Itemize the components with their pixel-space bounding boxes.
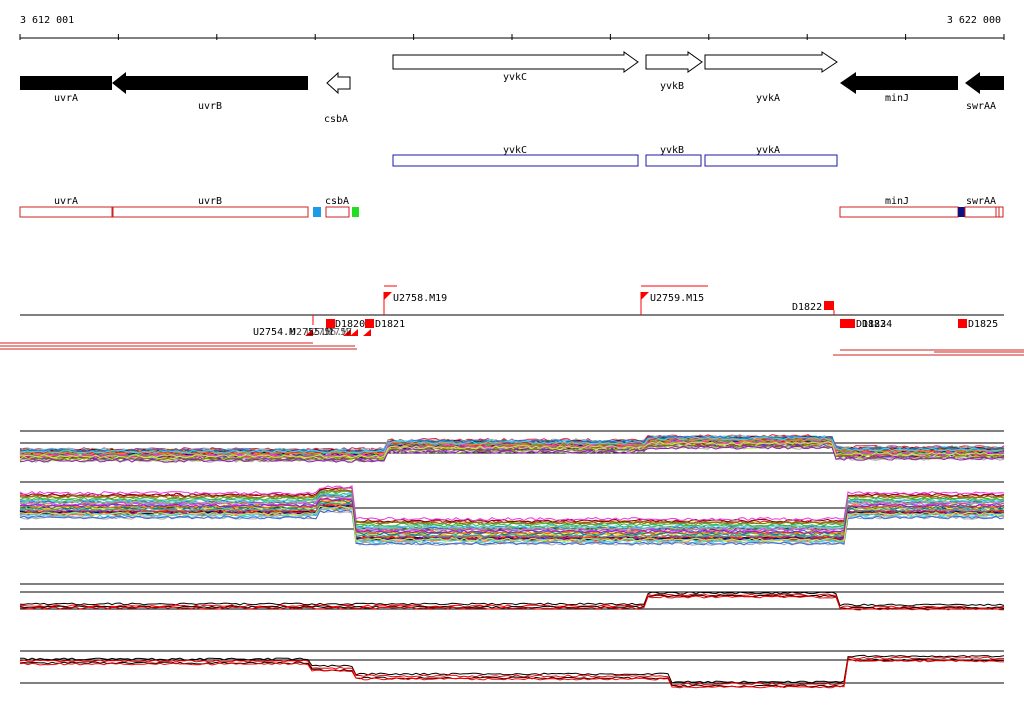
minus-transcript-label-uvrA: uvrA [54,196,78,207]
expression-profiles-plus [19,434,1005,463]
minus-transcript-csbA[interactable]: csbA [325,196,350,218]
up-site-U2759[interactable]: U2759.M15 [640,285,708,315]
gene-label-yvkB: yvkB [660,81,684,92]
navy-marker [958,207,965,217]
gene-label-csbA: csbA [324,114,348,125]
plus-transcript-yvkA[interactable]: yvkA [704,145,838,167]
plus-transcript-yvkC[interactable]: yvkC [392,145,639,167]
svg-text:U2755.M: U2755.M [290,327,332,338]
plus-transcript-yvkB[interactable]: yvkB [645,145,702,167]
expression-panel-3 [19,583,1005,611]
minus-transcript-uvrB[interactable]: uvrB [112,196,309,218]
summary-line [19,595,1004,611]
down-site-label-D1822: D1822 [792,302,822,313]
profile-line [19,502,1005,538]
profile-line [19,441,1005,459]
down-site-D1822[interactable]: D1822 [792,301,835,315]
coordinate-ruler: 3 612 001 3 622 000 [19,15,1005,40]
plus-strand-transcript-track: yvkC yvkB yvkA [392,145,838,167]
blue-marker [313,207,321,217]
gene-uvrA[interactable]: uvrA [20,76,112,104]
start-coordinate: 3 612 001 [20,15,74,26]
gene-yvkA[interactable]: yvkA [704,51,838,104]
minus-transcript-swrAA[interactable]: swrAA [964,196,1004,218]
expression-panel-1 [19,430,1005,463]
minus-transcript-label-swrAA: swrAA [966,196,996,207]
end-coordinate: 3 622 000 [947,15,1001,26]
expression-panel-2 [19,481,1005,546]
down-site-label-U2754: U2754.M [253,327,295,338]
profile-line [19,506,1005,543]
profile-line [19,444,1005,462]
gene-label-uvrB: uvrB [198,101,222,112]
gene-swrAA[interactable]: swrAA [965,72,1004,112]
down-site-label-D1824: D1824 [862,319,892,330]
gene-yvkC[interactable]: yvkC [392,51,639,83]
antisense-extent-lines [0,342,1024,356]
down-site-label-D1825: D1825 [968,319,998,330]
plus-transcript-label-yvkC: yvkC [503,145,527,156]
down-site-cluster-right[interactable]: D1823 D1824 D1825 [840,319,998,330]
annotated-gene-track: uvrA uvrB csbA yvkC yvkB yvkA minJ swrA [20,51,1004,125]
up-site-label-U2758: U2758.M19 [393,293,447,304]
minus-transcript-label-uvrB: uvrB [198,196,222,207]
profile-line [19,436,1005,454]
profile-line [19,496,1005,532]
gene-label-minJ: minJ [885,93,909,104]
profile-line [19,440,1005,458]
up-site-label-U2759: U2759.M15 [650,293,704,304]
summary-profiles-minus [19,654,1005,689]
up-site-U2758[interactable]: U2758.M19 [383,285,447,315]
minus-transcript-uvrA[interactable]: uvrA [19,196,113,218]
regulatory-site-track: U2758.M19 U2759.M15 D1822 D1820 D1821 U2… [0,285,1024,356]
down-site-cluster-left[interactable]: D1820 D1821 U2754.M U2755.M U2756.M U275… [253,315,405,338]
profile-line [19,487,1005,523]
profile-line [20,489,1005,526]
gene-label-yvkA: yvkA [756,93,780,104]
down-site-label-D1820: D1820 [335,319,365,330]
gene-label-yvkC: yvkC [503,72,527,83]
summary-line [20,654,1005,684]
svg-text:U2756.M: U2756.M [306,327,348,338]
profile-line [19,497,1005,534]
gene-uvrB[interactable]: uvrB [112,72,308,112]
expression-profiles-minus [19,484,1005,546]
summary-line [19,594,1005,610]
summary-line [19,659,1005,689]
summary-profiles-plus [19,591,1005,611]
profile-line [19,492,1005,529]
summary-line [19,591,1005,607]
gene-label-swrAA: swrAA [966,101,996,112]
profile-line [19,445,1005,463]
profile-line [19,490,1004,527]
plus-transcript-label-yvkB: yvkB [660,145,684,156]
profile-line [19,435,1005,453]
gene-yvkB[interactable]: yvkB [645,51,703,92]
minus-transcript-minJ[interactable]: minJ [839,196,959,218]
svg-text:U2757: U2757 [322,327,352,338]
profile-line [19,484,1005,522]
minus-transcript-label-csbA: csbA [325,196,349,207]
gene-csbA[interactable]: csbA [324,71,351,125]
gene-minJ[interactable]: minJ [840,72,958,104]
green-marker [352,207,359,217]
gene-label-uvrA: uvrA [54,93,78,104]
plus-transcript-label-yvkA: yvkA [756,145,780,156]
profile-line [19,444,1005,462]
expression-panel-4 [19,650,1005,689]
profile-line [19,505,1005,542]
down-site-label-D1821: D1821 [375,319,405,330]
minus-strand-transcript-track: uvrA uvrB csbA minJ swrAA [19,196,1004,218]
minus-transcript-label-minJ: minJ [885,196,909,207]
down-site-label-D1823: D1823 [856,319,886,330]
ruler-ticks [19,34,1005,40]
profile-line [19,495,1005,531]
